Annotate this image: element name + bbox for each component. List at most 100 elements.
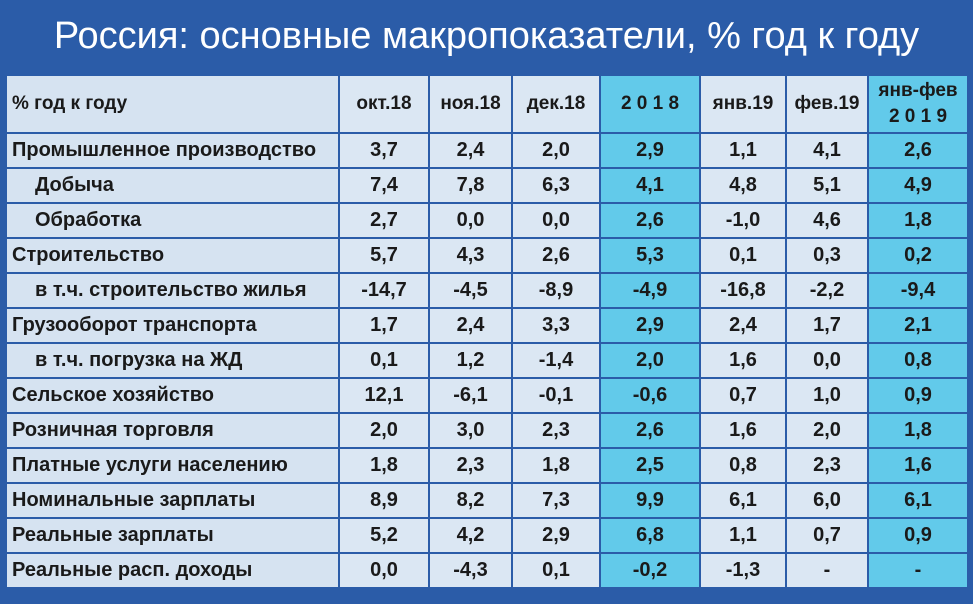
data-cell: 0,3 (785, 237, 869, 274)
data-cell: 12,1 (338, 377, 430, 414)
data-cell: 2,0 (599, 342, 701, 379)
table-row: Сельское хозяйство 12,1 -6,1 -0,1 -0,6 0,7 1,0… (5, 377, 969, 414)
data-cell: 7,4 (338, 167, 430, 204)
data-cell: -1,0 (699, 202, 787, 239)
data-cell: 0,7 (785, 517, 869, 554)
data-cell: 5,3 (599, 237, 701, 274)
table-row: в т.ч. погрузка на ЖД 0,1 1,2 -1,4 2,0 1,6 0,0… (5, 342, 969, 379)
row-label: Розничная торговля (5, 412, 340, 449)
data-cell: 2,6 (867, 132, 969, 169)
data-cell: 1,8 (338, 447, 430, 484)
data-cell: - (867, 552, 969, 589)
macro-table: % год к году окт.18 ноя.18 дек.18 2 0 1 … (5, 74, 969, 589)
data-cell: 2,3 (428, 447, 513, 484)
data-cell: 2,0 (511, 132, 601, 169)
row-label: Добыча (5, 167, 340, 204)
data-cell: 2,3 (785, 447, 869, 484)
data-cell: 3,0 (428, 412, 513, 449)
data-cell: 2,1 (867, 307, 969, 344)
data-cell: 4,8 (699, 167, 787, 204)
data-cell: 2,6 (511, 237, 601, 274)
data-cell: 7,3 (511, 482, 601, 519)
data-cell: 2,6 (599, 412, 701, 449)
table-row: Реальные зарплаты 5,2 4,2 2,9 6,8 1,1 0,7 0,9 (5, 517, 969, 554)
data-cell: 1,8 (867, 202, 969, 239)
row-label: в т.ч. погрузка на ЖД (5, 342, 340, 379)
data-cell: -1,3 (699, 552, 787, 589)
column-header-ytd: янв-фев 2 0 1 9 (867, 74, 969, 134)
data-cell: 1,6 (867, 447, 969, 484)
data-cell: 4,6 (785, 202, 869, 239)
data-cell: -0,1 (511, 377, 601, 414)
data-cell: 0,1 (338, 342, 430, 379)
table-row: в т.ч. строительство жилья -14,7 -4,5 -8,9-… (5, 272, 969, 309)
row-label: Сельское хозяйство (5, 377, 340, 414)
data-cell: 3,3 (511, 307, 601, 344)
data-cell: 2,4 (699, 307, 787, 344)
data-cell: 0,0 (428, 202, 513, 239)
data-cell: -4,3 (428, 552, 513, 589)
data-cell: 4,9 (867, 167, 969, 204)
data-cell: 0,9 (867, 517, 969, 554)
data-cell: 2,3 (511, 412, 601, 449)
data-cell: -0,6 (599, 377, 701, 414)
data-cell: 0,8 (867, 342, 969, 379)
data-cell: 6,8 (599, 517, 701, 554)
data-cell: 4,1 (785, 132, 869, 169)
column-header: фев.19 (785, 74, 869, 134)
data-cell: 0,7 (699, 377, 787, 414)
data-cell: 0,9 (867, 377, 969, 414)
data-cell: 0,1 (699, 237, 787, 274)
table-row: Добыча 7,4 7,8 6,3 4,1 4,8 5,1 4,9 (5, 167, 969, 204)
table-row: Розничная торговля 2,0 3,0 2,3 2,6 1,6 2,0 1,8 (5, 412, 969, 449)
data-cell: 2,9 (599, 132, 701, 169)
column-header-ytd-line1: янв-фев (878, 80, 958, 101)
data-cell: 6,1 (699, 482, 787, 519)
header-row: % год к году окт.18 ноя.18 дек.18 2 0 1 … (5, 74, 969, 134)
data-cell: 2,5 (599, 447, 701, 484)
data-cell: 9,9 (599, 482, 701, 519)
data-cell: 8,2 (428, 482, 513, 519)
data-cell: 7,8 (428, 167, 513, 204)
data-cell: 6,0 (785, 482, 869, 519)
data-cell: -9,4 (867, 272, 969, 309)
data-cell: 1,6 (699, 342, 787, 379)
data-cell: 0,8 (699, 447, 787, 484)
column-header: 2 0 1 8 (599, 74, 701, 134)
data-cell: -1,4 (511, 342, 601, 379)
data-cell: 0,2 (867, 237, 969, 274)
row-label: Реальные зарплаты (5, 517, 340, 554)
data-cell: 1,8 (511, 447, 601, 484)
row-label: Реальные расп. доходы (5, 552, 340, 589)
data-cell: 5,1 (785, 167, 869, 204)
data-cell: -0,2 (599, 552, 701, 589)
data-cell: 1,8 (867, 412, 969, 449)
data-cell: -4,5 (428, 272, 513, 309)
column-header: окт.18 (338, 74, 430, 134)
row-label: Платные услуги населению (5, 447, 340, 484)
data-cell: 2,4 (428, 132, 513, 169)
data-cell: 2,0 (338, 412, 430, 449)
data-cell: 0,0 (338, 552, 430, 589)
data-cell: 8,9 (338, 482, 430, 519)
data-cell: 1,2 (428, 342, 513, 379)
data-cell: -14,7 (338, 272, 430, 309)
data-cell: 5,7 (338, 237, 430, 274)
data-cell: 2,0 (785, 412, 869, 449)
data-cell: 2,9 (599, 307, 701, 344)
data-cell: 1,7 (338, 307, 430, 344)
data-cell: 1,7 (785, 307, 869, 344)
table-row: Промышленное производство 3,7 2,4 2,0 2,9 1,1… (5, 132, 969, 169)
column-header-label: % год к году (5, 74, 340, 134)
table-body: Промышленное производство 3,7 2,4 2,0 2,9 1,1… (5, 132, 969, 589)
table-row: Номинальные зарплаты 8,9 8,2 7,3 9,9 6,1 6,0 6,… (5, 482, 969, 519)
data-cell: -8,9 (511, 272, 601, 309)
row-label: Грузооборот транспорта (5, 307, 340, 344)
row-label: Обработка (5, 202, 340, 239)
data-cell: 2,9 (511, 517, 601, 554)
slide-title: Россия: основные макропоказатели, % год … (53, 15, 920, 57)
data-cell: 1,6 (699, 412, 787, 449)
data-cell: - (785, 552, 869, 589)
data-cell: 6,1 (867, 482, 969, 519)
